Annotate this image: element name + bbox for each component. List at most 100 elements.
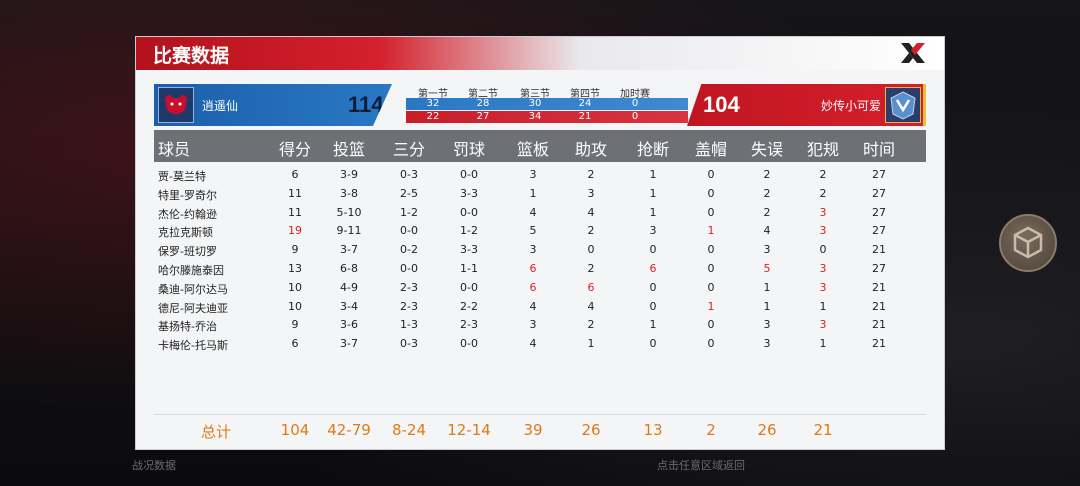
col-turnovers-cell: 3: [763, 318, 771, 332]
col-3pt-cell: 1-3: [400, 318, 418, 332]
panel-title: 比赛数据: [153, 45, 230, 67]
col-steals-cell: 3: [649, 224, 657, 238]
col-points-cell: 6: [291, 337, 299, 351]
col-turnovers-cell: 2: [763, 205, 771, 219]
col-turnovers-cell: 1: [763, 299, 771, 313]
col-fg-cell: 3-8: [340, 186, 358, 200]
col-turnovers-header[interactable]: 失误: [750, 140, 783, 159]
col-points-cell: 10: [288, 280, 302, 294]
col-assists-header[interactable]: 助攻: [574, 140, 607, 159]
table-row[interactable]: 哈尔滕施泰因 13 6-8 0-0 1-1 6 2 6 0 5 3 27: [154, 260, 926, 279]
col-rebounds-cell: 3: [529, 168, 537, 181]
col-assists-cell: 2: [587, 261, 595, 275]
col-3pt-cell: 0-0: [400, 261, 418, 275]
col-rebounds-cell: 4: [529, 337, 537, 351]
table-row[interactable]: 卡梅伦-托马斯 6 3-7 0-3 0-0 4 1 0 0 3 1 21: [154, 335, 926, 354]
col-rebounds-header[interactable]: 篮板: [516, 140, 549, 159]
col-fouls-cell: 3: [819, 318, 827, 332]
col-steals-cell: 0: [649, 337, 657, 351]
col-minutes-cell: 21: [872, 318, 886, 332]
quarter-label: 第四节: [570, 89, 600, 100]
col-ft-header[interactable]: 罚球: [452, 140, 485, 159]
table-row[interactable]: 基扬特-乔治 9 3-6 1-3 2-3 3 2 1 0 3 3 21: [154, 316, 926, 335]
col-fouls-cell: 3: [819, 224, 827, 238]
col-player-header[interactable]: 球员: [158, 140, 191, 159]
col-rebounds-cell: 4: [529, 299, 537, 313]
away-quarter-row: 22 27 34 21 0: [406, 111, 688, 123]
col-blocks-cell: 0: [707, 280, 715, 294]
col-fg-cell: 3-4: [340, 299, 358, 313]
col-fouls-cell: 0: [819, 243, 827, 257]
away-quarter-score: 34: [528, 111, 542, 122]
table-row[interactable]: 德尼-阿夫迪亚 10 3-4 2-3 2-2 4 4 0 1 1 1 21: [154, 298, 926, 317]
home-team-name: 逍遥仙: [202, 99, 239, 113]
col-ft-cell: 0-0: [460, 168, 478, 181]
table-row[interactable]: 特里-罗奇尔 11 3-8 2-5 3-3 1 3 1 0 2 2 27: [154, 185, 926, 204]
totals-row: 总计 104 42-79 8-24 12-14 39 26 13 2 26 21: [154, 421, 926, 445]
col-turnovers-cell: 2: [763, 168, 771, 181]
col-assists-cell: 0: [587, 243, 595, 257]
col-3pt-header[interactable]: 三分: [392, 140, 425, 159]
col-blocks-cell: 0: [707, 243, 715, 257]
col-blocks-header[interactable]: 盖帽: [694, 140, 727, 159]
col-fg-cell: 6-8: [340, 261, 358, 275]
col-ft-cell: 2-2: [460, 299, 478, 313]
col-blocks-cell: 0: [707, 186, 715, 200]
quarter-label: 加时赛: [620, 89, 650, 100]
player-name: 卡梅伦-托马斯: [158, 339, 228, 353]
footer-tap-to-return[interactable]: 点击任意区域返回: [657, 459, 745, 472]
col-assists-cell: 6: [587, 280, 595, 294]
player-name: 克拉克斯顿: [158, 226, 213, 240]
col-steals-total: 13: [643, 421, 663, 439]
home-team-logo: [158, 87, 194, 123]
col-steals-cell: 1: [649, 205, 657, 219]
col-assists-cell: 4: [587, 205, 595, 219]
col-minutes-cell: 21: [872, 280, 886, 294]
col-3pt-total: 8-24: [391, 421, 427, 439]
col-rebounds-total: 39: [523, 421, 543, 439]
table-row[interactable]: 克拉克斯顿 19 9-11 0-0 1-2 5 2 3 1 4 3 27: [154, 222, 926, 241]
col-steals-cell: 0: [649, 299, 657, 313]
col-ft-total: 12-14: [447, 421, 491, 439]
col-turnovers-cell: 3: [763, 337, 771, 351]
col-rebounds-cell: 3: [529, 243, 537, 257]
col-assists-cell: 4: [587, 299, 595, 313]
player-name: 保罗-班切罗: [158, 245, 217, 259]
col-fg-header[interactable]: 投篮: [332, 140, 365, 159]
col-blocks-cell: 1: [707, 299, 715, 313]
col-minutes-cell: 27: [872, 205, 886, 219]
home-quarter-row: 32 28 30 24 0: [406, 98, 688, 110]
col-fouls-cell: 3: [819, 205, 827, 219]
col-assists-total: 26: [581, 421, 601, 439]
table-row[interactable]: 保罗-班切罗 9 3-7 0-2 3-3 3 0 0 0 3 0 21: [154, 241, 926, 260]
col-fouls-cell: 2: [819, 186, 827, 200]
table-row[interactable]: 桑迪-阿尔达马 10 4-9 2-3 0-0 6 6 0 0 1 3 21: [154, 279, 926, 298]
table-row[interactable]: 杰伦-约翰逊 11 5-10 1-2 0-0 4 4 1 0 2 3 27: [154, 204, 926, 223]
scoreboard: 逍遥仙 114 第一节 第二节 第三节 第四节 加时赛 32 28 30 24 …: [154, 84, 926, 126]
quarter-label: 第二节: [468, 89, 498, 100]
col-rebounds-cell: 5: [529, 224, 537, 238]
away-team-name: 妙传小可爱: [821, 99, 882, 113]
col-3pt-cell: 0-3: [400, 337, 418, 351]
col-turnovers-total: 26: [757, 421, 777, 439]
player-name: 哈尔滕施泰因: [158, 263, 224, 277]
col-points-header[interactable]: 得分: [278, 140, 311, 159]
col-fouls-total: 21: [813, 421, 833, 439]
col-turnovers-cell: 2: [763, 186, 771, 200]
player-name: 杰伦-约翰逊: [158, 207, 217, 221]
col-blocks-total: 2: [706, 421, 716, 439]
col-steals-cell: 1: [649, 168, 657, 181]
stats-panel: 比赛数据 逍遥仙 114 第一节 第二节 第三节 第四节 加: [135, 36, 945, 450]
col-minutes-cell: 27: [872, 168, 886, 181]
table-row[interactable]: 贾-莫兰特 6 3-9 0-3 0-0 3 2 1 0 2 2 27: [154, 166, 926, 185]
col-steals-header[interactable]: 抢断: [636, 140, 669, 159]
close-icon[interactable]: [898, 40, 928, 66]
col-fouls-cell: 1: [819, 299, 827, 313]
col-minutes-header[interactable]: 时间: [862, 140, 895, 159]
col-assists-cell: 2: [587, 318, 595, 332]
col-blocks-cell: 0: [707, 205, 715, 219]
cube-icon[interactable]: [999, 214, 1057, 272]
col-fouls-header[interactable]: 犯规: [806, 140, 839, 159]
away-quarter-score: 22: [426, 111, 440, 122]
col-points-total: 104: [280, 421, 310, 439]
